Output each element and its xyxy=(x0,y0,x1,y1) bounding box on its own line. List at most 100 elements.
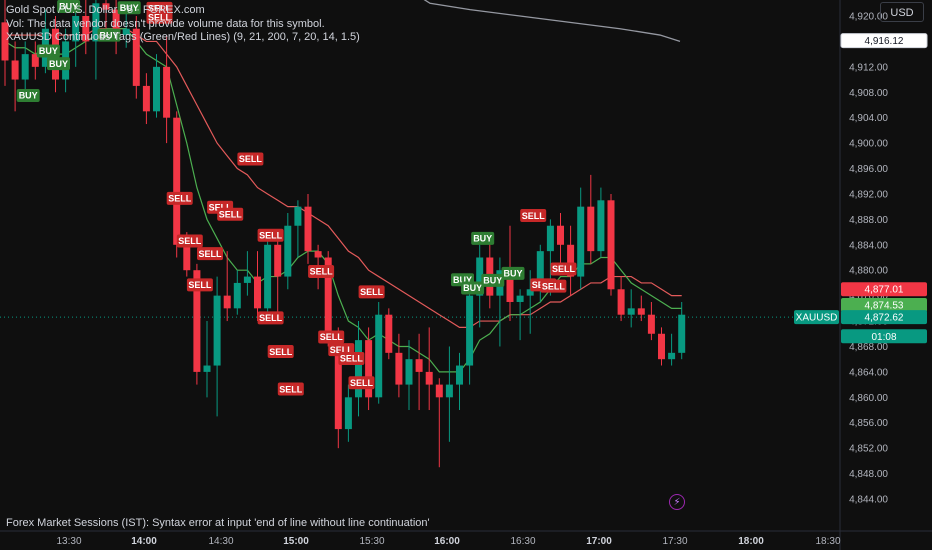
signal-tag-label: SELL xyxy=(148,4,172,14)
price-tick-label: 4,852.00 xyxy=(849,444,888,455)
price-badge: 4,877.01 xyxy=(841,282,927,297)
signal-tag-label: SELL xyxy=(219,209,243,219)
signal-tag-box xyxy=(257,311,284,325)
candle-body xyxy=(122,28,130,36)
candle xyxy=(577,187,585,290)
candle xyxy=(112,0,120,55)
candle-body xyxy=(203,365,211,372)
candle xyxy=(425,327,433,411)
sell-signal-tag: SELL xyxy=(186,278,213,292)
candle-body xyxy=(132,28,140,86)
candle-body xyxy=(344,397,352,430)
candle-body xyxy=(163,66,171,118)
buy-signal-tag: BUY xyxy=(471,231,495,245)
candle xyxy=(11,41,19,112)
signal-tag-label: SELL xyxy=(320,332,344,342)
candle-body xyxy=(142,85,150,112)
price-tick-label: 4,900.00 xyxy=(849,139,888,150)
signal-tag-label: SELL xyxy=(188,280,212,290)
candle-body xyxy=(365,340,373,398)
signal-tag-label: BUY xyxy=(453,275,472,285)
candle xyxy=(294,200,302,258)
currency-button[interactable]: USD xyxy=(880,2,924,22)
candle-body xyxy=(435,384,443,398)
script-error-message: Forex Market Sessions (IST): Syntax erro… xyxy=(6,517,430,529)
price-tick-label: 4,864.00 xyxy=(849,367,888,378)
candlestick-series xyxy=(1,0,686,468)
signal-tag-box xyxy=(338,352,365,366)
ema-lines xyxy=(4,28,682,373)
candle-body xyxy=(324,257,332,334)
candle-body xyxy=(264,244,272,309)
buy-signal-tag: BUY xyxy=(501,266,525,280)
symbol-title[interactable]: Gold Spot / U.S. Dollar · 5 · FOREX.com xyxy=(6,4,205,16)
signal-tag-box xyxy=(550,262,577,276)
candle-body xyxy=(233,282,241,309)
lightning-icon[interactable]: ⚡ xyxy=(669,494,685,510)
candle xyxy=(597,187,605,258)
price-badge-box xyxy=(841,310,927,325)
price-tick-label: 4,920.00 xyxy=(849,12,888,23)
candle-body xyxy=(223,295,231,309)
candle xyxy=(304,193,312,264)
candle xyxy=(526,270,534,334)
candle-body xyxy=(637,308,645,315)
signal-tag-label: BUY xyxy=(49,59,68,69)
candle-body xyxy=(21,54,29,80)
signal-tag-label: SELL xyxy=(198,249,222,259)
signal-tag-label: BUY xyxy=(39,46,58,56)
candle-body xyxy=(466,295,474,366)
candle xyxy=(627,289,635,328)
time-tick-label: 13:30 xyxy=(56,536,81,547)
candle-body xyxy=(415,359,423,372)
signal-tag-box xyxy=(348,376,375,390)
time-axis[interactable]: 13:30 14:00 14:30 15:00 15:30 16:00 16:30 17:00… xyxy=(56,536,840,547)
candle xyxy=(456,352,463,411)
sell-signal-tag: SELL xyxy=(520,209,547,223)
candle xyxy=(274,232,282,315)
buy-signal-tag: BUY xyxy=(461,281,485,295)
signal-tag-box xyxy=(540,279,567,293)
candle-body xyxy=(546,225,554,252)
candle-body xyxy=(92,3,100,42)
candle xyxy=(365,327,373,411)
candle xyxy=(567,225,575,296)
candle xyxy=(607,193,615,296)
sell-signal-tag: SELL xyxy=(267,345,294,359)
candle xyxy=(203,321,211,398)
signal-tag-box xyxy=(186,278,213,292)
candle-body xyxy=(587,206,595,252)
candle xyxy=(395,333,403,398)
signal-tag-box xyxy=(308,264,335,278)
signal-tag-label: BUY xyxy=(120,3,139,13)
candle-body xyxy=(627,308,635,315)
signal-tag-label: SELL xyxy=(148,12,172,22)
signal-tag-label: SELL xyxy=(330,345,354,355)
candle-body xyxy=(153,66,160,112)
signal-tag-box xyxy=(237,152,264,166)
candle xyxy=(31,41,39,80)
candle xyxy=(516,289,524,341)
candle-body xyxy=(31,54,39,67)
price-axis[interactable]: 4,920.004,916.004,912.004,908.004,904.00… xyxy=(794,12,928,506)
signal-tag-label: SELL xyxy=(340,354,364,364)
candle-body xyxy=(213,295,221,366)
candle-body xyxy=(82,16,90,42)
buy-signal-tag: BUY xyxy=(97,28,121,42)
indicator-legend[interactable]: XAUUSD Continuous Tags (Green/Red Lines)… xyxy=(6,31,360,43)
signal-tag-label: BUY xyxy=(19,91,38,101)
candle xyxy=(102,0,110,29)
candle-body xyxy=(405,359,413,385)
candle xyxy=(213,276,221,417)
ema-slow-line xyxy=(5,28,682,329)
candle xyxy=(486,238,494,309)
price-tick-label: 4,860.00 xyxy=(849,393,888,404)
candle xyxy=(637,295,645,322)
time-tick-label: 15:00 xyxy=(283,536,309,547)
candle-body xyxy=(668,352,676,360)
candle xyxy=(173,111,181,258)
candle-body xyxy=(678,314,686,353)
